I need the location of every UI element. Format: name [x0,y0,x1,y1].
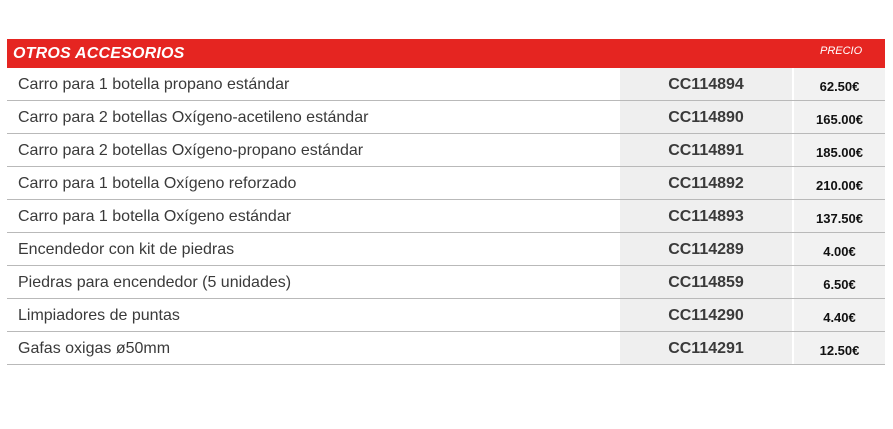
price-cell: 4.00€ [794,233,885,265]
product-code: CC114891 [668,142,744,159]
price-cell: 210.00€ [794,167,885,199]
price-cell: 12.50€ [794,332,885,364]
product-price: 6.50€ [823,277,856,292]
table-row: Carro para 2 botellas Oxígeno-acetileno … [7,101,885,134]
code-cell: CC114892 [620,167,792,199]
price-cell: 137.50€ [794,200,885,232]
price-cell: 4.40€ [794,299,885,331]
product-code: CC114890 [668,109,744,126]
table-row: Carro para 1 botella propano estándar CC… [7,68,885,101]
code-cell: CC114289 [620,233,792,265]
product-code: CC114893 [668,208,744,225]
section-title: OTROS ACCESORIOS [13,45,185,62]
product-code: CC114290 [668,307,744,324]
price-cell: 6.50€ [794,266,885,298]
code-cell: CC114893 [620,200,792,232]
table-row: Carro para 1 botella Oxígeno reforzado C… [7,167,885,200]
product-price: 185.00€ [816,145,863,160]
price-cell: 185.00€ [794,134,885,166]
price-cell: 62.50€ [794,68,885,100]
table-row: Encendedor con kit de piedras CC114289 4… [7,233,885,266]
product-description: Carro para 2 botellas Oxígeno-acetileno … [18,109,369,126]
product-description: Limpiadores de puntas [18,307,180,324]
table-row: Limpiadores de puntas CC114290 4.40€ [7,299,885,332]
product-description: Gafas oxigas ø50mm [18,340,171,357]
code-cell: CC114291 [620,332,792,364]
table-row: Carro para 2 botellas Oxígeno-propano es… [7,134,885,167]
price-cell: 165.00€ [794,101,885,133]
code-cell: CC114891 [620,134,792,166]
accessories-table: OTROS ACCESORIOS PRECIO Carro para 1 bot… [7,39,885,365]
product-description: Carro para 1 botella propano estándar [18,76,290,93]
product-description: Carro para 2 botellas Oxígeno-propano es… [18,142,364,159]
product-code: CC114894 [668,76,744,93]
price-column-label: PRECIO [820,45,863,57]
product-code: CC114291 [668,340,744,357]
product-price: 137.50€ [816,211,863,226]
product-description: Encendedor con kit de piedras [18,241,235,258]
code-cell: CC114890 [620,101,792,133]
product-code: CC114289 [668,241,744,258]
table-header: OTROS ACCESORIOS PRECIO [7,39,885,68]
product-price: 4.40€ [823,310,856,325]
table-row: Piedras para encendedor (5 unidades) CC1… [7,266,885,299]
product-description: Piedras para encendedor (5 unidades) [18,274,292,291]
product-code: CC114859 [668,274,744,291]
code-cell: CC114290 [620,299,792,331]
code-cell: CC114859 [620,266,792,298]
product-description: Carro para 1 botella Oxígeno estándar [18,208,292,225]
table-row: Gafas oxigas ø50mm CC114291 12.50€ [7,332,885,365]
product-price: 4.00€ [823,244,856,259]
product-description: Carro para 1 botella Oxígeno reforzado [18,175,297,192]
product-price: 165.00€ [816,112,863,127]
product-price: 210.00€ [816,178,863,193]
product-price: 62.50€ [819,79,860,94]
table-row: Carro para 1 botella Oxígeno estándar CC… [7,200,885,233]
product-code: CC114892 [668,175,744,192]
product-price: 12.50€ [819,343,860,358]
code-cell: CC114894 [620,68,792,100]
